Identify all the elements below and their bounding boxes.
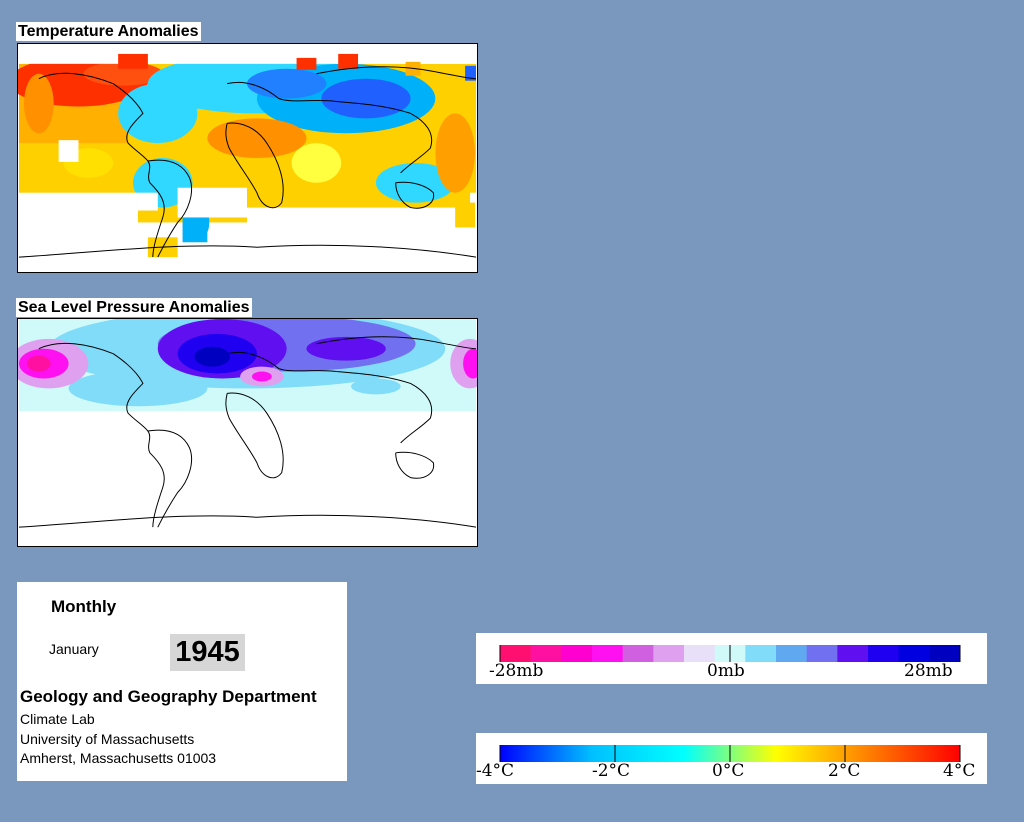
lab-name: Climate Lab xyxy=(20,711,95,727)
temperature-map-canvas xyxy=(18,44,477,272)
address-line: Amherst, Massachusetts 01003 xyxy=(20,750,217,766)
temperature-legend-plus4: 4°C xyxy=(943,761,976,781)
temperature-legend-minus2: -2°C xyxy=(592,761,631,781)
pressure-legend-max: 28mb xyxy=(904,661,953,681)
pressure-map-canvas xyxy=(18,319,477,546)
pressure-legend-swatch xyxy=(898,645,930,662)
pressure-legend-swatch xyxy=(806,645,838,662)
university-name: University of Massachusetts xyxy=(20,731,195,747)
temperature-legend: -4°C -2°C 0°C 2°C 4°C xyxy=(476,733,987,784)
pressure-legend-swatch xyxy=(868,645,900,662)
year-display: 1945 xyxy=(170,634,245,671)
pressure-legend-swatch xyxy=(653,645,685,662)
temperature-anomaly-map xyxy=(17,43,478,273)
pressure-legend-swatch xyxy=(929,645,961,662)
temperature-map-title: Temperature Anomalies xyxy=(16,22,201,41)
pressure-map-title: Sea Level Pressure Anomalies xyxy=(16,298,252,317)
period-label: Monthly xyxy=(51,597,117,616)
pressure-legend-min: -28mb xyxy=(489,661,544,681)
temperature-legend-plus2: 2°C xyxy=(828,761,861,781)
pressure-legend-swatch xyxy=(745,645,777,662)
pressure-anomaly-map xyxy=(17,318,478,547)
pressure-legend-swatch xyxy=(500,645,532,662)
pressure-legend-swatch xyxy=(837,645,869,662)
temperature-legend-minus4: -4°C xyxy=(476,761,515,781)
pressure-legend-swatch xyxy=(622,645,654,662)
info-box: Monthly January 1945 Geology and Geograp… xyxy=(17,582,347,781)
pressure-legend-swatch xyxy=(530,645,562,662)
pressure-legend-swatch xyxy=(561,645,593,662)
department-name: Geology and Geography Department xyxy=(20,687,317,706)
temperature-color-bar xyxy=(499,745,961,762)
pressure-legend: -28mb 0mb 28mb xyxy=(476,633,987,684)
temperature-legend-zero: 0°C xyxy=(712,761,745,781)
month-label: January xyxy=(49,641,99,657)
pressure-legend-mid: 0mb xyxy=(707,661,745,681)
pressure-legend-swatch xyxy=(684,645,716,662)
pressure-legend-swatch xyxy=(592,645,624,662)
pressure-legend-swatch xyxy=(776,645,808,662)
pressure-color-bar xyxy=(499,645,961,662)
